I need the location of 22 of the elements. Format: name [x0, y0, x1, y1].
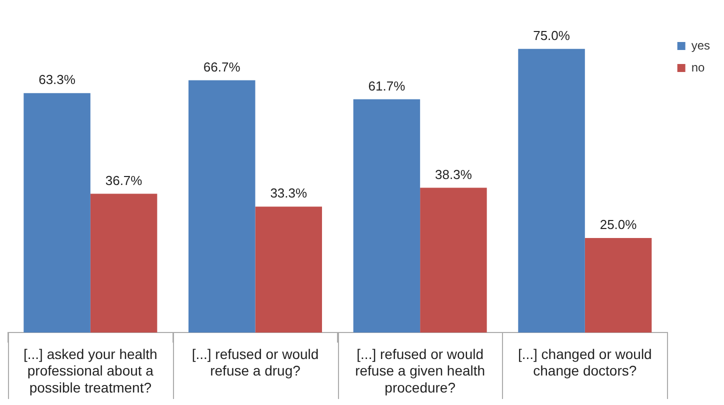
data-label: 61.7% — [368, 78, 406, 94]
x-tick-label: [...] refused or would refuse a given health procedure? — [355, 346, 486, 396]
legend-label: yes — [691, 38, 710, 52]
bar — [420, 188, 487, 333]
bar — [90, 194, 158, 333]
bar — [255, 206, 322, 333]
bar — [584, 238, 652, 333]
bar — [353, 99, 420, 333]
x-tick-label: [...] refused or would refuse a drug? — [192, 346, 319, 379]
bar — [518, 48, 585, 333]
data-label: 75.0% — [533, 28, 570, 43]
data-label: 25.0% — [600, 217, 638, 232]
data-label: 33.3% — [270, 186, 308, 201]
legend-label: no — [691, 60, 705, 74]
data-label: 36.7% — [105, 172, 143, 188]
bar — [24, 93, 90, 333]
x-tick-label: [...] asked your health professional about a possible treatment? — [23, 346, 158, 396]
data-label: 38.3% — [435, 166, 472, 182]
data-label: 66.7% — [203, 59, 241, 74]
data-label: 63.3% — [38, 72, 76, 88]
x-tick-label: [...] changed or would change doctors? — [518, 346, 652, 379]
bar — [188, 80, 256, 333]
